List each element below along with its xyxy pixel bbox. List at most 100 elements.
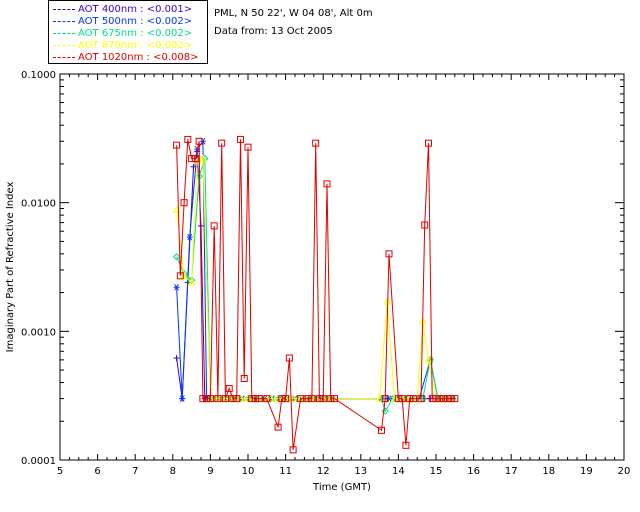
legend-swatch-1020nm xyxy=(53,56,75,58)
data-point-1020nm xyxy=(199,395,207,403)
legend: AOT 400nm : <0.001> AOT 500nm : <0.002> … xyxy=(48,0,208,64)
series-line-1020nm xyxy=(176,139,455,450)
data-point-1020nm xyxy=(398,395,406,403)
data-point-1020nm xyxy=(184,135,192,143)
data-point-1020nm xyxy=(409,395,417,403)
data-point-1020nm xyxy=(188,155,196,163)
data-point-1020nm xyxy=(252,395,260,403)
legend-swatch-675nm xyxy=(53,32,75,34)
data-point-1020nm xyxy=(203,395,211,403)
legend-swatch-870nm xyxy=(53,44,75,46)
data-point-1020nm xyxy=(244,143,252,151)
data-point-675nm xyxy=(187,276,196,284)
data-point-1020nm xyxy=(233,395,241,403)
data-point-870nm xyxy=(180,271,188,279)
data-point-1020nm xyxy=(304,395,312,403)
legend-label-500nm: AOT 500nm : <0.002> xyxy=(78,16,193,27)
data-point-1020nm xyxy=(308,395,316,403)
data-point-1020nm xyxy=(289,446,297,454)
data-point-1020nm xyxy=(240,374,248,382)
y-tick-label-0.0010: 0.0010 xyxy=(21,327,56,338)
x-tick-label-6: 6 xyxy=(94,466,100,477)
data-point-1020nm xyxy=(282,395,290,403)
data-point-870nm xyxy=(266,394,275,402)
data-point-870nm xyxy=(236,394,245,402)
data-point-1020nm xyxy=(278,395,286,403)
y-tick-label-0.0001: 0.0001 xyxy=(21,456,56,467)
data-point-1020nm xyxy=(436,395,444,403)
data-point-1020nm xyxy=(285,354,293,362)
x-tick-label-19: 19 xyxy=(580,466,593,477)
x-tick-label-5: 5 xyxy=(57,466,63,477)
data-point-1020nm xyxy=(236,135,244,143)
data-point-675nm xyxy=(381,407,389,415)
legend-entry-400nm: AOT 400nm : <0.001> xyxy=(53,4,192,16)
site-info: PML, N 50 22', W 04 08', Alt 0m xyxy=(214,8,373,19)
data-point-400nm xyxy=(198,222,204,229)
data-point-870nm xyxy=(274,394,282,402)
data-point-1020nm xyxy=(263,395,271,403)
y-axis-label: Imaginary Part of Refractive Index xyxy=(5,182,16,353)
date-info: Data from: 13 Oct 2005 xyxy=(214,26,333,37)
x-tick-label-7: 7 xyxy=(132,466,138,477)
data-point-1020nm xyxy=(191,155,199,163)
data-point-870nm xyxy=(187,278,196,286)
data-point-1020nm xyxy=(248,395,256,403)
y-tick-label-0.0100: 0.0100 xyxy=(21,199,56,210)
x-tick-label-8: 8 xyxy=(170,466,176,477)
data-point-1020nm xyxy=(312,139,320,147)
x-tick-label-10: 10 xyxy=(242,466,255,477)
data-point-1020nm xyxy=(377,426,385,434)
data-point-1020nm xyxy=(447,395,455,403)
data-point-1020nm xyxy=(195,137,203,145)
legend-label-1020nm: AOT 1020nm : <0.008> xyxy=(78,52,199,63)
data-point-1020nm xyxy=(330,395,338,403)
data-point-1020nm xyxy=(417,395,425,403)
series-layer xyxy=(172,135,459,454)
x-tick-label-9: 9 xyxy=(207,466,213,477)
data-point-870nm xyxy=(311,394,320,402)
data-point-870nm xyxy=(244,394,252,402)
data-point-500nm xyxy=(386,395,392,402)
legend-swatch-500nm xyxy=(53,20,75,22)
data-point-1020nm xyxy=(229,395,237,403)
legend-entry-500nm: AOT 500nm : <0.002> xyxy=(53,16,192,28)
data-point-1020nm xyxy=(214,395,222,403)
data-point-1020nm xyxy=(424,139,432,147)
axes: 5 6 7 8 9 10 11 12 13 14 15 16 17 18 19 20 0.0001 0.0010 0… xyxy=(21,70,630,477)
data-point-1020nm xyxy=(319,395,327,403)
x-axis-label: Time (GMT) xyxy=(312,482,371,493)
legend-entry-675nm: AOT 675nm : <0.002> xyxy=(53,28,192,40)
data-point-1020nm xyxy=(221,395,229,403)
legend-entry-1020nm: AOT 1020nm : <0.008> xyxy=(53,52,198,64)
data-point-1020nm xyxy=(421,221,429,229)
data-point-1020nm xyxy=(173,141,181,149)
data-point-1020nm xyxy=(180,199,188,207)
data-point-1020nm xyxy=(323,180,331,188)
data-point-1020nm xyxy=(394,395,402,403)
x-tick-label-12: 12 xyxy=(317,466,330,477)
x-tick-label-16: 16 xyxy=(467,466,480,477)
data-point-1020nm xyxy=(428,395,436,403)
data-point-1020nm xyxy=(385,250,393,258)
data-point-1020nm xyxy=(443,395,451,403)
data-point-870nm xyxy=(383,297,391,305)
data-point-1020nm xyxy=(315,395,323,403)
data-point-1020nm xyxy=(327,395,335,403)
legend-swatch-400nm xyxy=(53,8,75,10)
y-tick-label-0.1000: 0.1000 xyxy=(21,70,56,81)
data-point-870nm xyxy=(390,394,399,402)
data-point-1020nm xyxy=(206,395,214,403)
data-point-1020nm xyxy=(225,384,233,392)
x-tick-label-14: 14 xyxy=(392,466,405,477)
data-point-1020nm xyxy=(381,395,389,403)
data-point-1020nm xyxy=(176,272,184,280)
data-point-1020nm xyxy=(451,395,459,403)
data-point-1020nm xyxy=(402,441,410,449)
data-point-500nm xyxy=(179,395,186,402)
data-point-500nm xyxy=(199,137,206,145)
data-point-870nm xyxy=(424,355,433,363)
data-point-500nm xyxy=(186,233,193,241)
x-tick-label-18: 18 xyxy=(542,466,555,477)
